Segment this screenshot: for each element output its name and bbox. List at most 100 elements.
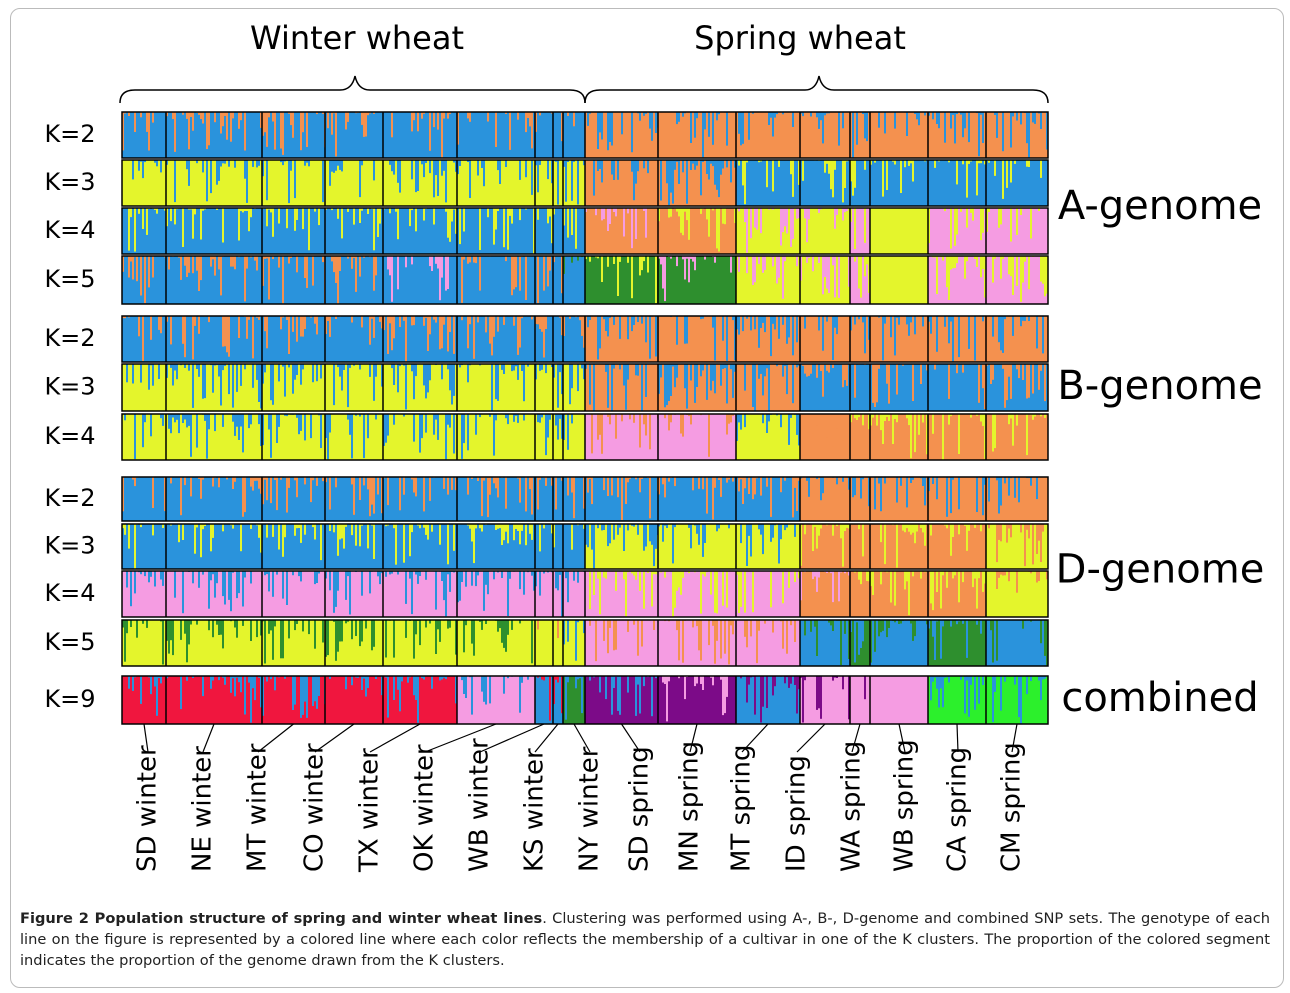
admixture-stripe: [824, 414, 826, 428]
admixture-stripe: [712, 160, 714, 167]
admixture-stripe: [854, 208, 856, 250]
admixture-stripe: [573, 112, 575, 127]
admixture-stripe: [335, 477, 337, 488]
admixture-stripe: [393, 620, 395, 658]
admixture-stripe: [712, 620, 714, 626]
admixture-stripe: [724, 364, 726, 369]
admixture-stripe: [571, 524, 573, 550]
admixture-stripe: [842, 477, 844, 482]
admixture-stripe: [742, 477, 744, 504]
admixture-stripe: [730, 414, 732, 423]
admixture-stripe: [525, 256, 527, 300]
admixture-stripe: [668, 414, 670, 431]
admixture-stripe: [607, 414, 609, 417]
admixture-stripe: [373, 208, 375, 251]
admixture-stripe: [529, 524, 531, 534]
admixture-stripe: [617, 256, 619, 296]
admixture-stripe: [373, 364, 375, 401]
admixture-stripe: [260, 477, 262, 494]
admixture-stripe: [501, 571, 503, 578]
admixture-stripe: [868, 477, 870, 507]
admixture-stripe: [505, 160, 507, 167]
admixture-stripe: [351, 316, 353, 323]
admixture-stripe: [244, 256, 246, 302]
admixture-stripe: [848, 256, 850, 287]
admixture-stripe: [202, 160, 204, 173]
admixture-stripe: [489, 414, 491, 417]
admixture-stripe: [800, 256, 802, 281]
admixture-stripe: [222, 524, 224, 532]
admixture-stripe: [950, 112, 952, 129]
admixture-stripe: [260, 112, 262, 128]
admixture-stripe: [248, 676, 250, 683]
cluster-block: [122, 477, 166, 521]
admixture-stripe: [333, 620, 335, 622]
admixture-stripe: [858, 571, 860, 580]
admixture-stripe: [992, 676, 994, 723]
admixture-stripe: [990, 620, 992, 631]
admixture-stripe: [682, 571, 684, 578]
admixture-stripe: [996, 620, 998, 661]
admixture-stripe: [248, 208, 250, 232]
admixture-stripe: [623, 364, 625, 386]
admixture-stripe: [218, 160, 220, 181]
admixture-stripe: [912, 524, 914, 533]
admixture-stripe: [1000, 208, 1002, 225]
admixture-stripe: [166, 316, 168, 322]
admixture-stripe: [1010, 524, 1012, 538]
admixture-stripe: [373, 112, 375, 114]
admixture-stripe: [322, 160, 324, 203]
admixture-stripe: [361, 524, 363, 526]
admixture-stripe: [599, 160, 601, 169]
admixture-stripe: [1010, 112, 1012, 148]
admixture-stripe: [543, 524, 545, 529]
admixture-stripe: [860, 256, 862, 298]
admixture-stripe: [613, 208, 615, 212]
admixture-stripe: [473, 316, 475, 359]
admixture-stripe: [798, 364, 800, 366]
admixture-stripe: [276, 414, 278, 443]
admixture-stripe: [250, 524, 252, 529]
admixture-stripe: [1026, 414, 1028, 456]
admixture-stripe: [415, 160, 417, 193]
admixture-stripe: [794, 477, 796, 488]
leader-line: [796, 723, 826, 753]
admixture-stripe: [244, 364, 246, 370]
admixture-stripe: [232, 414, 234, 422]
admixture-stripe: [256, 316, 258, 318]
admixture-stripe: [820, 676, 822, 719]
admixture-stripe: [182, 414, 184, 423]
admixture-stripe: [218, 477, 220, 488]
admixture-stripe: [794, 620, 796, 642]
admixture-stripe: [645, 524, 647, 547]
admixture-stripe: [619, 364, 621, 370]
admixture-stripe: [599, 571, 601, 615]
admixture-stripe: [816, 524, 818, 549]
admixture-stripe: [583, 524, 585, 529]
admixture-stripe: [250, 620, 252, 641]
admixture-stripe: [766, 676, 768, 708]
admixture-stripe: [780, 414, 782, 428]
admixture-stripe: [222, 620, 224, 649]
admixture-stripe: [812, 414, 814, 434]
admixture-stripe: [172, 620, 174, 656]
admixture-stripe: [264, 256, 266, 259]
admixture-stripe: [950, 414, 952, 417]
admixture-stripe: [128, 112, 130, 116]
admixture-stripe: [978, 676, 980, 704]
admixture-stripe: [676, 256, 678, 267]
admixture-stripe: [1046, 571, 1048, 580]
admixture-stripe: [467, 477, 469, 495]
admixture-stripe: [772, 676, 774, 696]
admixture-stripe: [1020, 112, 1022, 125]
admixture-stripe: [296, 414, 298, 418]
admixture-stripe: [844, 571, 846, 574]
admixture-stripe: [333, 256, 335, 273]
admixture-stripe: [631, 256, 633, 299]
admixture-stripe: [188, 160, 190, 186]
admixture-stripe: [750, 208, 752, 239]
admixture-stripe: [489, 676, 491, 704]
admixture-stripe: [254, 676, 256, 701]
admixture-stripe: [228, 316, 230, 357]
admixture-stripe: [182, 208, 184, 247]
